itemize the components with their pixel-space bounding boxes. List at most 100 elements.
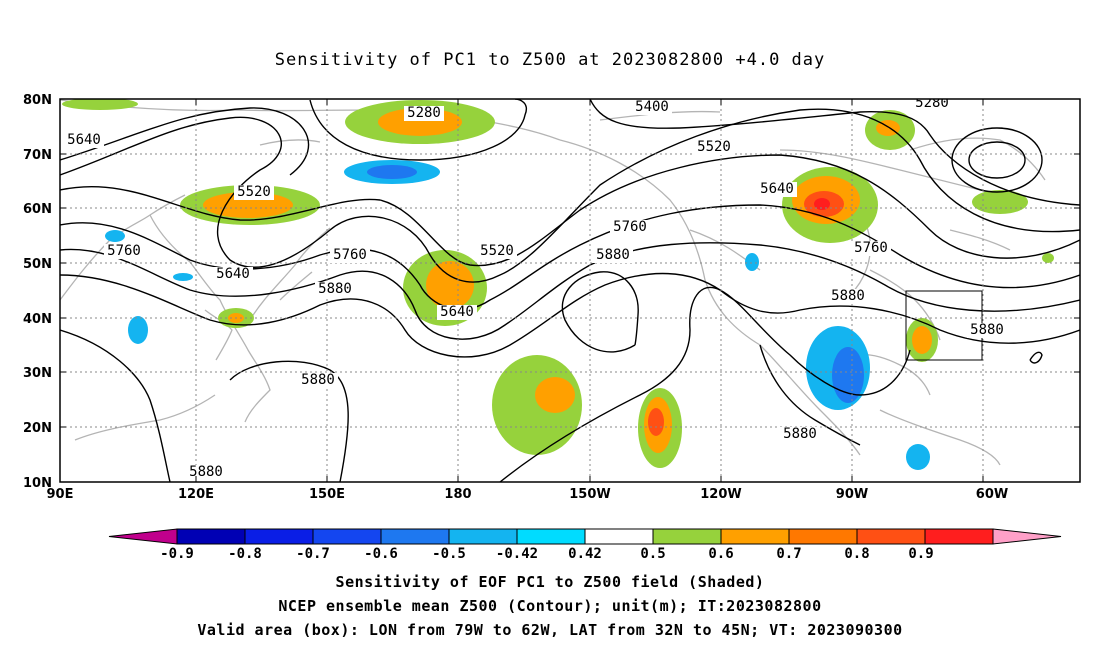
caption-valid-area: Valid area (box): LON from 79W to 62W, L… xyxy=(197,621,903,639)
colorbar-max-triangle xyxy=(992,528,1062,545)
colorbar-tick-label: -0.7 xyxy=(296,546,330,562)
contour-label: 5760 xyxy=(851,240,891,256)
contour-label: 5280 xyxy=(912,95,952,111)
contour-label-bg xyxy=(632,100,672,115)
colorbar-tick-label: 0.9 xyxy=(908,546,933,562)
lon-label: 120E xyxy=(178,487,214,502)
contour-label: 5280 xyxy=(404,105,444,121)
colorbar-segment xyxy=(652,528,722,545)
contour-label-text: 5880 xyxy=(301,372,335,388)
colorbar-segment xyxy=(244,528,314,545)
lat-label: 50N xyxy=(23,257,52,272)
colorbar-tick-label: -0.6 xyxy=(364,546,398,562)
contour-label-text: 5880 xyxy=(970,322,1004,338)
lat-label: 30N xyxy=(23,366,52,381)
colorbar-segment xyxy=(448,528,518,545)
colorbar-segment xyxy=(788,528,858,545)
longitude-labels: 90E 120E 150E 180 150W 120W 90W 60W xyxy=(47,487,1009,502)
contour-label-text: 5280 xyxy=(915,95,949,111)
contour-label-text: 5760 xyxy=(333,247,367,263)
colorbar xyxy=(108,528,1062,545)
contour-label: 5760 xyxy=(610,219,650,235)
contour-label-text: 5880 xyxy=(831,288,865,304)
contour-label-bg xyxy=(828,289,868,304)
contour-label-bg xyxy=(213,267,253,282)
contour-label: 5520 xyxy=(694,139,734,155)
contour-label-bg xyxy=(593,248,633,263)
contour-label-text: 5880 xyxy=(189,464,223,480)
colorbar-segment xyxy=(516,528,586,545)
contour-label: 5520 xyxy=(234,184,274,200)
tick-marks xyxy=(59,98,1080,483)
contour-label-text: 5400 xyxy=(635,99,669,115)
contour-label: 5520 xyxy=(477,243,517,259)
contour-label-bg xyxy=(912,99,952,111)
contour-label-text: 5640 xyxy=(67,132,101,148)
map-title: Sensitivity of PC1 to Z500 at 2023082800… xyxy=(274,50,826,70)
contour-label-bg xyxy=(404,106,444,121)
latitude-labels: 80N 70N 60N 50N 40N 30N 20N 10N xyxy=(23,93,52,491)
contour-label: 5880 xyxy=(967,322,1007,338)
contour-label-bg xyxy=(64,133,104,148)
lat-label: 60N xyxy=(23,202,52,217)
contour-label: 5880 xyxy=(780,426,820,442)
lat-label: 20N xyxy=(23,421,52,436)
lon-label: 180 xyxy=(444,487,471,502)
colorbar-segment xyxy=(856,528,926,545)
colorbar-tick-label: -0.42 xyxy=(496,546,538,562)
contour-label-text: 5280 xyxy=(407,105,441,121)
lat-label: 70N xyxy=(23,148,52,163)
contour-label: 5640 xyxy=(437,304,477,320)
contour-label-text: 5640 xyxy=(440,304,474,320)
contour-label-bg xyxy=(610,220,650,235)
colorbar-tick-label: 0.6 xyxy=(708,546,733,562)
contour-label: 5640 xyxy=(757,181,797,197)
contour-label-bg xyxy=(780,427,820,442)
contour-label-text: 5880 xyxy=(318,281,352,297)
contour-label-bg xyxy=(437,305,477,320)
contour-label-bg xyxy=(104,244,144,259)
contour-label-text: 5520 xyxy=(237,184,271,200)
contour-label-bg xyxy=(315,282,355,297)
contour-label-group: 5280 5280 5400 5520 5520 5520 5640 5640 5640 5640… xyxy=(64,95,1007,480)
colorbar-tick-label: 0.7 xyxy=(776,546,801,562)
colorbar-segment xyxy=(924,528,994,545)
map-frame xyxy=(59,98,1081,483)
sensitivity-shading xyxy=(62,99,1054,470)
colorbar-tick-label: -0.9 xyxy=(160,546,194,562)
colorbar-segment xyxy=(176,528,246,545)
contour-label-bg xyxy=(234,185,274,200)
lon-label: 90W xyxy=(836,487,868,502)
contour-label-bg xyxy=(757,182,797,197)
colorbar-tick-label: 0.42 xyxy=(568,546,602,562)
contour-label: 5880 xyxy=(315,281,355,297)
colorbar-labels: -0.9 -0.8 -0.7 -0.6 -0.5 -0.42 0.42 0.5 … xyxy=(160,546,934,562)
contour-label-bg xyxy=(330,248,370,263)
lon-label: 150E xyxy=(309,487,345,502)
contour-label-text: 5760 xyxy=(107,243,141,259)
contour-label: 5640 xyxy=(213,266,253,282)
lat-label: 40N xyxy=(23,312,52,327)
lat-label: 80N xyxy=(23,93,52,108)
contour-label-bg xyxy=(477,244,517,259)
lat-label: 10N xyxy=(23,476,52,491)
colorbar-tick-label: -0.8 xyxy=(228,546,262,562)
contour-label-bg xyxy=(694,140,734,155)
contour-label: 5880 xyxy=(298,372,338,388)
contour-label-text: 5640 xyxy=(216,266,250,282)
contour-label: 5400 xyxy=(632,99,672,115)
lon-label: 120W xyxy=(700,487,741,502)
contour-label-text: 5520 xyxy=(480,243,514,259)
colorbar-segment xyxy=(312,528,382,545)
contour-label: 5880 xyxy=(828,288,868,304)
colorbar-segment xyxy=(380,528,450,545)
contour-label-text: 5760 xyxy=(854,240,888,256)
caption-contour: NCEP ensemble mean Z500 (Contour); unit(… xyxy=(278,597,822,615)
colorbar-tick-label: 0.5 xyxy=(640,546,665,562)
colorbar-min-triangle xyxy=(108,528,178,545)
contour-label: 5760 xyxy=(104,243,144,259)
caption-shading: Sensitivity of EOF PC1 to Z500 field (Sh… xyxy=(335,573,765,591)
contour-label: 5880 xyxy=(593,247,633,263)
lon-label: 60W xyxy=(976,487,1008,502)
